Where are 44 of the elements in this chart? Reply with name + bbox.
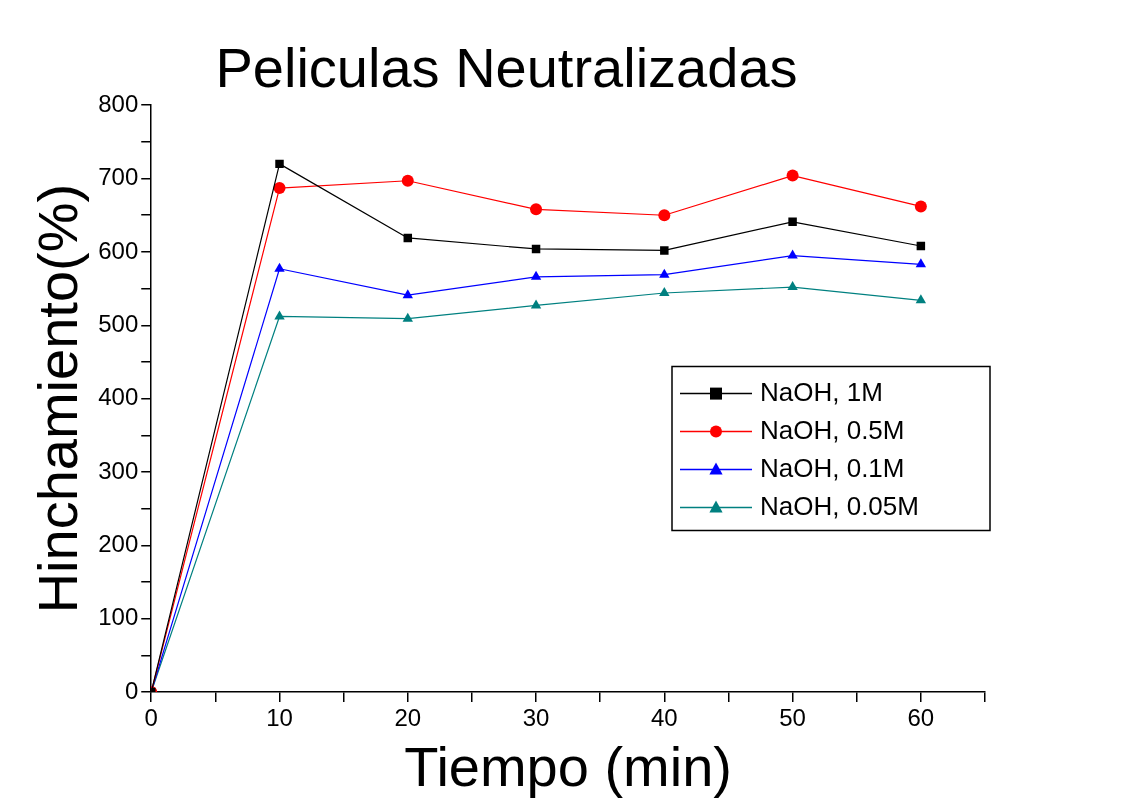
- point: [402, 312, 413, 322]
- point: [659, 268, 670, 278]
- point: [787, 281, 798, 291]
- point: [786, 169, 799, 182]
- y-tick-label: 800: [98, 89, 139, 117]
- point: [273, 182, 286, 195]
- x-tick-label: 10: [266, 704, 293, 732]
- y-tick-label: 200: [98, 529, 139, 557]
- y-axis-title: Hinchamiento(%): [26, 183, 90, 614]
- point: [660, 246, 669, 255]
- chart-title: Peliculas Neutralizadas: [215, 36, 798, 100]
- point: [274, 310, 285, 320]
- point: [530, 299, 542, 309]
- point: [915, 258, 927, 268]
- point: [530, 270, 542, 280]
- y-tick-label: 400: [98, 383, 139, 411]
- y-tick-label: 700: [98, 163, 139, 191]
- point: [915, 294, 927, 304]
- legend-label: NaOH, 0.1M: [760, 452, 905, 483]
- x-tick-label: 20: [394, 704, 422, 732]
- x-tick-label: 60: [907, 704, 935, 732]
- y-tick-label: 300: [98, 456, 139, 484]
- point: [658, 209, 671, 222]
- point: [530, 203, 543, 216]
- y-tick-label: 500: [98, 309, 139, 337]
- point: [402, 289, 413, 299]
- y-tick-label: 0: [124, 676, 139, 704]
- x-tick-label: 50: [779, 704, 806, 732]
- legend-label: NaOH, 0.05M: [760, 490, 919, 521]
- legend-label: NaOH, 0.5M: [760, 414, 905, 445]
- point: [275, 159, 284, 169]
- x-axis-title: Tiempo (min): [404, 734, 732, 798]
- x-tick-label: 40: [650, 704, 678, 732]
- point: [914, 200, 927, 213]
- y-tick-label: 100: [98, 603, 139, 631]
- point: [659, 286, 670, 296]
- x-tick-label: 30: [522, 704, 550, 732]
- point: [401, 174, 414, 187]
- legend-label: NaOH, 1M: [760, 376, 883, 407]
- x-tick-label: 0: [144, 704, 158, 732]
- y-tick-label: 600: [98, 236, 139, 264]
- point: [787, 249, 798, 259]
- point: [274, 262, 285, 272]
- point: [788, 217, 797, 227]
